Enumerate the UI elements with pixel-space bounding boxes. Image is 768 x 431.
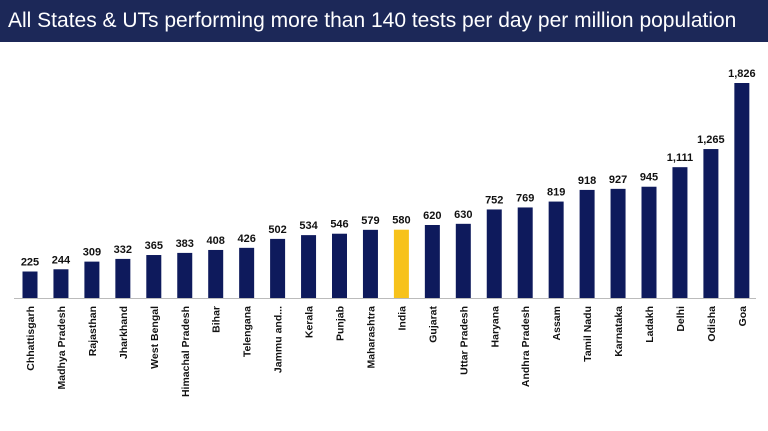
bar [362, 229, 378, 298]
data-label: 408 [207, 235, 225, 247]
category-label: India [396, 306, 408, 331]
category-label: Ladakh [644, 306, 656, 343]
category-label: Karnataka [613, 306, 625, 357]
category-label: Odisha [706, 306, 718, 342]
bar [610, 188, 626, 298]
bar [579, 189, 595, 298]
data-label: 630 [454, 209, 472, 221]
bar [301, 235, 317, 298]
data-label: 502 [268, 224, 286, 236]
data-label: 1,826 [728, 68, 756, 80]
category-label: Delhi [675, 306, 687, 332]
data-label: 365 [145, 240, 163, 252]
data-label: 426 [237, 233, 255, 245]
category-label: Assam [551, 306, 563, 340]
bar [641, 186, 657, 298]
category-label: Rajasthan [87, 306, 99, 356]
data-label: 927 [609, 174, 627, 186]
category-label: Haryana [489, 306, 501, 348]
data-label: 819 [547, 187, 565, 199]
data-label: 945 [640, 172, 658, 184]
data-label: 1,111 [667, 152, 693, 164]
bar [208, 249, 224, 298]
bar [53, 269, 69, 298]
category-label: Maharashtra [365, 306, 377, 369]
bar [146, 255, 162, 298]
bar [734, 83, 750, 298]
bar [115, 258, 131, 298]
data-label: 620 [423, 210, 441, 222]
category-label: Madhya Pradesh [56, 306, 68, 389]
category-label: Goa [737, 306, 749, 327]
category-label: Kerala [304, 306, 316, 338]
data-label: 769 [516, 192, 534, 204]
bar [84, 261, 100, 298]
bar [270, 238, 286, 298]
bar [548, 201, 564, 298]
bar [455, 223, 471, 298]
category-label: Andhra Pradesh [520, 306, 532, 387]
data-label: 534 [299, 220, 318, 232]
bar [517, 207, 533, 298]
category-label: Telengana [242, 306, 254, 357]
category-label: Himachal Pradesh [180, 306, 192, 397]
bar [424, 224, 440, 298]
data-label: 752 [485, 194, 503, 206]
data-label: 546 [330, 219, 348, 231]
category-label: Gujarat [427, 306, 439, 343]
category-label: West Bengal [149, 306, 161, 369]
category-label: Jammu and... [273, 306, 285, 373]
category-label: Punjab [335, 306, 347, 341]
data-label: 244 [52, 254, 71, 266]
category-label: Tamil Nadu [582, 306, 594, 362]
chart-title: All States & UTs performing more than 14… [0, 0, 768, 42]
bar [486, 209, 502, 298]
category-label: Chhattisgarh [25, 306, 37, 371]
bar [703, 149, 719, 298]
data-label: 225 [21, 257, 39, 269]
data-label: 1,265 [697, 134, 725, 146]
bar [332, 233, 347, 298]
bar [177, 252, 193, 298]
bar [22, 271, 38, 298]
category-label: Uttar Pradesh [458, 306, 470, 375]
bar [239, 247, 255, 298]
bar [672, 167, 688, 298]
category-label: Jharkhand [118, 306, 130, 359]
data-label: 580 [392, 215, 410, 227]
data-label: 332 [114, 244, 132, 256]
data-label: 309 [83, 247, 101, 259]
data-label: 579 [361, 215, 379, 227]
data-label: 383 [176, 238, 194, 250]
data-label: 918 [578, 175, 596, 187]
bar [393, 229, 409, 298]
category-label: Bihar [211, 306, 223, 333]
